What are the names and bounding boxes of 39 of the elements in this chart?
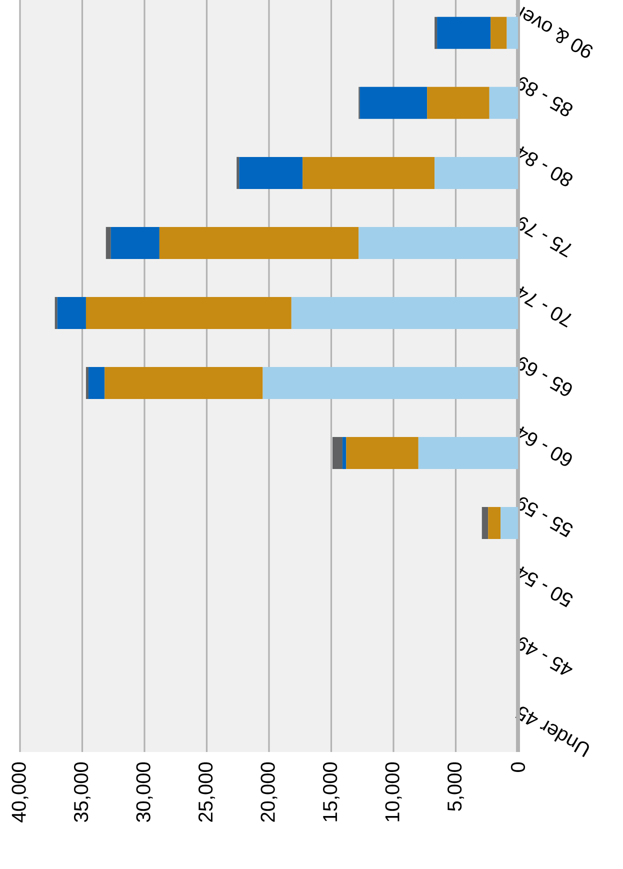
x-tick-label: 25,000: [198, 762, 215, 822]
bar: [332, 437, 342, 470]
bar: [106, 226, 111, 259]
bar: [358, 226, 518, 259]
x-tick-label: 5,000: [447, 762, 464, 811]
bar: [488, 507, 501, 540]
x-tick-label: 20,000: [260, 762, 278, 822]
x-tick-label: 15,000: [322, 762, 340, 822]
bar: [434, 156, 518, 189]
x-tick-label: 35,000: [74, 762, 90, 822]
bar: [57, 296, 86, 329]
x-tick-label: 0: [510, 762, 526, 772]
bar: [54, 296, 58, 329]
y-tick-label: 90 & over: [516, 6, 593, 58]
bar: [236, 156, 240, 189]
bar: [346, 437, 418, 470]
x-tick-label: 30,000: [136, 762, 153, 822]
bar: [159, 226, 359, 259]
bar: [262, 367, 518, 400]
bar: [489, 86, 518, 119]
bar: [418, 437, 518, 470]
bar: [110, 226, 160, 259]
bar: [427, 86, 490, 119]
bar: [291, 296, 518, 329]
bar: [86, 296, 292, 329]
bar: [490, 16, 507, 49]
bar: [239, 156, 303, 189]
bar: [88, 367, 105, 400]
bar: [342, 437, 346, 470]
x-tick-label: 10,000: [385, 762, 402, 822]
x-tick-label: 40,000: [12, 762, 28, 822]
bar: [86, 367, 88, 400]
bar: [434, 16, 438, 49]
bar: [360, 86, 428, 119]
bar: [482, 507, 488, 540]
bar: [437, 16, 491, 49]
bar: [104, 367, 263, 400]
bar: [500, 507, 518, 540]
bar: [302, 156, 435, 189]
